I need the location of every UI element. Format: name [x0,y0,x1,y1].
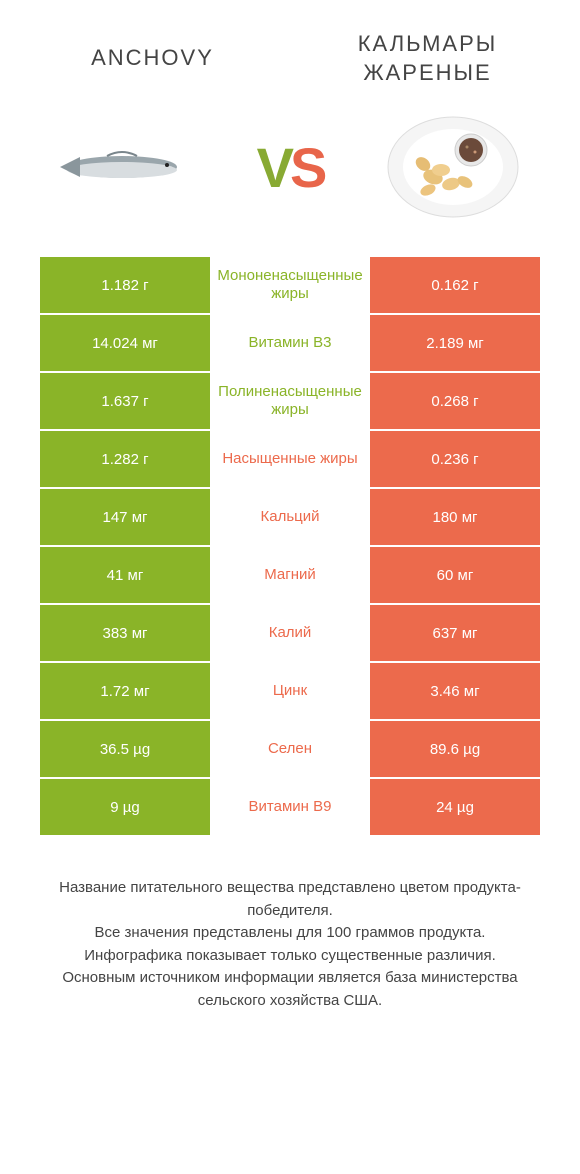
table-row: 36.5 µgСелен89.6 µg [40,721,540,777]
cell-left: 14.024 мг [40,315,210,371]
cell-left: 1.637 г [40,373,210,429]
cell-right: 0.268 г [370,373,540,429]
cell-mid: Магний [210,547,370,603]
table-row: 1.72 мгЦинк3.46 мг [40,663,540,719]
cell-mid: Цинк [210,663,370,719]
title-right: КАЛЬМАРЫ ЖАРЕНЫЕ [315,30,540,87]
vs-label: VS [257,135,324,200]
cell-left: 36.5 µg [40,721,210,777]
header-left: ANCHOVY [40,44,265,73]
header-right: КАЛЬМАРЫ ЖАРЕНЫЕ [315,30,540,87]
table-row: 41 мгМагний60 мг [40,547,540,603]
comparison-table: 1.182 гМононенасыщенные жиры0.162 г14.02… [40,257,540,835]
cell-left: 147 мг [40,489,210,545]
header: ANCHOVY КАЛЬМАРЫ ЖАРЕНЫЕ [0,0,580,97]
cell-left: 9 µg [40,779,210,835]
cell-mid: Кальций [210,489,370,545]
cell-right: 60 мг [370,547,540,603]
table-row: 147 мгКальций180 мг [40,489,540,545]
cell-right: 0.162 г [370,257,540,313]
cell-mid: Полиненасыщенные жиры [210,373,370,429]
footer-line-1: Название питательного вещества представл… [30,877,550,922]
table-row: 14.024 мгВитамин B32.189 мг [40,315,540,371]
footer: Название питательного вещества представл… [0,837,580,1032]
images-row: VS [0,97,580,257]
cell-mid: Насыщенные жиры [210,431,370,487]
calamari-icon [383,112,523,222]
cell-mid: Калий [210,605,370,661]
cell-left: 1.182 г [40,257,210,313]
cell-left: 1.72 мг [40,663,210,719]
table-row: 383 мгКалий637 мг [40,605,540,661]
cell-mid: Мононенасыщенные жиры [210,257,370,313]
vs-s: S [290,136,323,199]
cell-right: 637 мг [370,605,540,661]
cell-right: 0.236 г [370,431,540,487]
cell-right: 3.46 мг [370,663,540,719]
cell-right: 24 µg [370,779,540,835]
cell-right: 89.6 µg [370,721,540,777]
table-row: 1.637 гПолиненасыщенные жиры0.268 г [40,373,540,429]
table-row: 9 µgВитамин B924 µg [40,779,540,835]
footer-line-4: Основным источником информации является … [30,967,550,1012]
cell-left: 383 мг [40,605,210,661]
cell-right: 2.189 мг [370,315,540,371]
table-row: 1.282 гНасыщенные жиры0.236 г [40,431,540,487]
cell-right: 180 мг [370,489,540,545]
anchovy-icon [52,142,202,192]
footer-line-2: Все значения представлены для 100 граммо… [30,922,550,945]
cell-mid: Селен [210,721,370,777]
cell-mid: Витамин B3 [210,315,370,371]
image-right [378,107,528,227]
table-row: 1.182 гМононенасыщенные жиры0.162 г [40,257,540,313]
image-left [52,107,202,227]
vs-v: V [257,136,290,199]
title-left: ANCHOVY [40,44,265,73]
cell-left: 41 мг [40,547,210,603]
cell-left: 1.282 г [40,431,210,487]
footer-line-3: Инфографика показывает только существенн… [30,945,550,968]
cell-mid: Витамин B9 [210,779,370,835]
